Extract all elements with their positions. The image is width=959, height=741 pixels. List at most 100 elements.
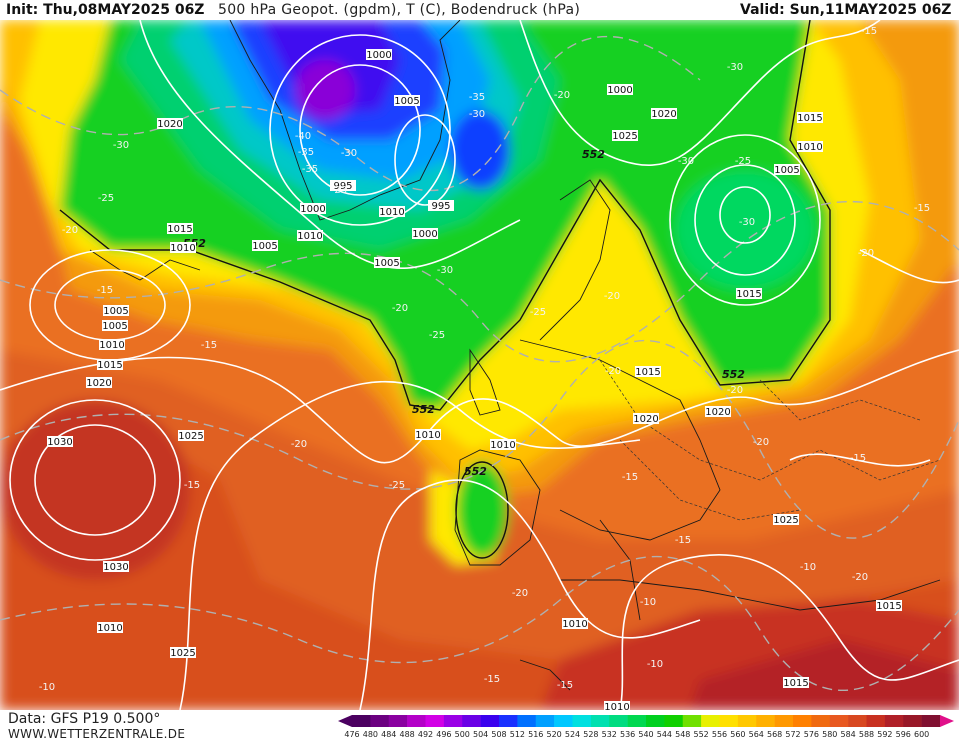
temperature-label: -20 <box>392 303 408 314</box>
temperature-label: -10 <box>640 597 656 608</box>
pressure-label: 1015 <box>783 677 809 689</box>
temperature-label: -30 <box>739 217 755 228</box>
pressure-label: 1005 <box>774 164 800 176</box>
label-552-russia: 552 <box>722 368 745 381</box>
scale-swatch <box>627 715 647 727</box>
pressure-label-text: 1030 <box>47 437 72 448</box>
pressure-label-text: 1010 <box>415 430 440 441</box>
pressure-label-text: 1015 <box>876 601 901 612</box>
pressure-label-text: 1025 <box>170 648 195 659</box>
pressure-label-text: 995 <box>431 201 450 212</box>
temperature-label: -25 <box>429 330 445 341</box>
pressure-label-text: 1015 <box>635 367 660 378</box>
pressure-label: 1015 <box>797 112 823 124</box>
temperature-label: -15 <box>622 472 638 483</box>
scale-swatch <box>407 715 426 727</box>
pressure-label: 1010 <box>490 439 516 451</box>
temperature-label: -35 <box>302 164 318 175</box>
pressure-label-text: 1005 <box>394 96 419 107</box>
pressure-label: 1010 <box>797 141 823 153</box>
temperature-label: -15 <box>861 26 877 37</box>
temperature-label: -35 <box>469 92 485 103</box>
pressure-label-text: 1010 <box>297 231 322 242</box>
scale-value: 528 <box>583 730 598 738</box>
scale-value: 588 <box>859 730 874 738</box>
temperature-label: -20 <box>753 437 769 448</box>
weather-map: 552 552 552 552 552 1000 1005 995 1000 1010 9… <box>0 20 959 710</box>
scale-swatch <box>682 715 702 727</box>
pressure-label: 1015 <box>736 288 762 300</box>
pressure-label-text: 1020 <box>86 378 111 389</box>
pressure-label: 1020 <box>86 377 112 389</box>
temperature-label: -20 <box>291 439 307 450</box>
isotherms <box>0 35 959 691</box>
scale-value: 544 <box>657 730 672 738</box>
temperature-label: -25 <box>98 193 114 204</box>
scale-swatch <box>352 715 371 727</box>
temperature-label: -30 <box>341 148 357 159</box>
pressure-label-text: 1010 <box>99 340 124 351</box>
scale-swatch <box>884 715 904 727</box>
pressure-label: 1025 <box>170 647 196 659</box>
temperature-labels: -20 -30 -35 -35 -30 -40 -35 -30 -23 -25 -30 -25 -20 -… <box>39 26 930 693</box>
scale-value: 568 <box>767 730 782 738</box>
pressure-label: 1015 <box>97 359 123 371</box>
temperature-label: -20 <box>512 588 528 599</box>
scale-value: 580 <box>822 730 837 738</box>
pressure-label: 1030 <box>103 561 129 573</box>
temperature-label: -30 <box>727 62 743 73</box>
scale-swatch <box>443 715 463 727</box>
pressure-label: 1010 <box>415 429 441 441</box>
scale-arrow-left <box>338 715 352 727</box>
pressure-label: 1000 <box>366 49 392 61</box>
pressure-label-text: 1010 <box>797 142 822 153</box>
pressure-label-text: 1020 <box>651 109 676 120</box>
pressure-label: 995 <box>330 180 356 192</box>
scale-swatch <box>701 715 720 727</box>
pressure-label: 1000 <box>412 228 438 240</box>
scale-swatch <box>664 715 684 727</box>
geopotential-labels: 552 552 552 552 552 <box>183 148 745 478</box>
scale-swatch <box>590 715 610 727</box>
scale-value: 552 <box>693 730 708 738</box>
pressure-label-text: 1005 <box>774 165 799 176</box>
pressure-label-text: 1000 <box>366 50 391 61</box>
scale-swatch <box>866 715 886 727</box>
scale-swatch <box>370 715 390 727</box>
pressure-label: 1025 <box>773 514 799 526</box>
scale-value: 600 <box>914 730 929 738</box>
scale-value: 520 <box>546 730 561 738</box>
scale-value: 564 <box>749 730 764 738</box>
temperature-label: -15 <box>850 453 866 464</box>
temperature-label: -15 <box>557 680 573 691</box>
pressure-label-text: 995 <box>333 181 352 192</box>
pressure-label: 1015 <box>635 366 661 378</box>
temperature-label: -15 <box>201 340 217 351</box>
temperature-label: -30 <box>113 140 129 151</box>
scale-value: 524 <box>565 730 580 738</box>
temperature-label: -20 <box>858 248 874 259</box>
scale-value: 500 <box>455 730 470 738</box>
scale-value: 508 <box>491 730 506 738</box>
pressure-label-text: 1015 <box>97 360 122 371</box>
scale-swatch <box>921 715 941 727</box>
scale-value: 572 <box>785 730 800 738</box>
pressure-label-text: 1000 <box>412 229 437 240</box>
pressure-label: 1010 <box>297 230 323 242</box>
scale-value: 560 <box>730 730 745 738</box>
scale-value: 492 <box>418 730 433 738</box>
pressure-label: 1010 <box>97 622 123 634</box>
pressure-label-text: 1010 <box>562 619 587 630</box>
scale-swatch <box>829 715 849 727</box>
pressure-label-text: 1010 <box>97 623 122 634</box>
scale-value: 540 <box>638 730 653 738</box>
temperature-label: -15 <box>484 674 500 685</box>
scale-value: 548 <box>675 730 690 738</box>
pressure-label-text: 1005 <box>102 321 127 332</box>
pressure-label-text: 1020 <box>157 119 182 130</box>
pressure-label: 1000 <box>607 84 633 96</box>
pressure-label-text: 1015 <box>736 289 761 300</box>
scale-value: 504 <box>473 730 488 738</box>
temperature-label: -25 <box>735 156 751 167</box>
label-552-scandinavia: 552 <box>582 148 605 161</box>
